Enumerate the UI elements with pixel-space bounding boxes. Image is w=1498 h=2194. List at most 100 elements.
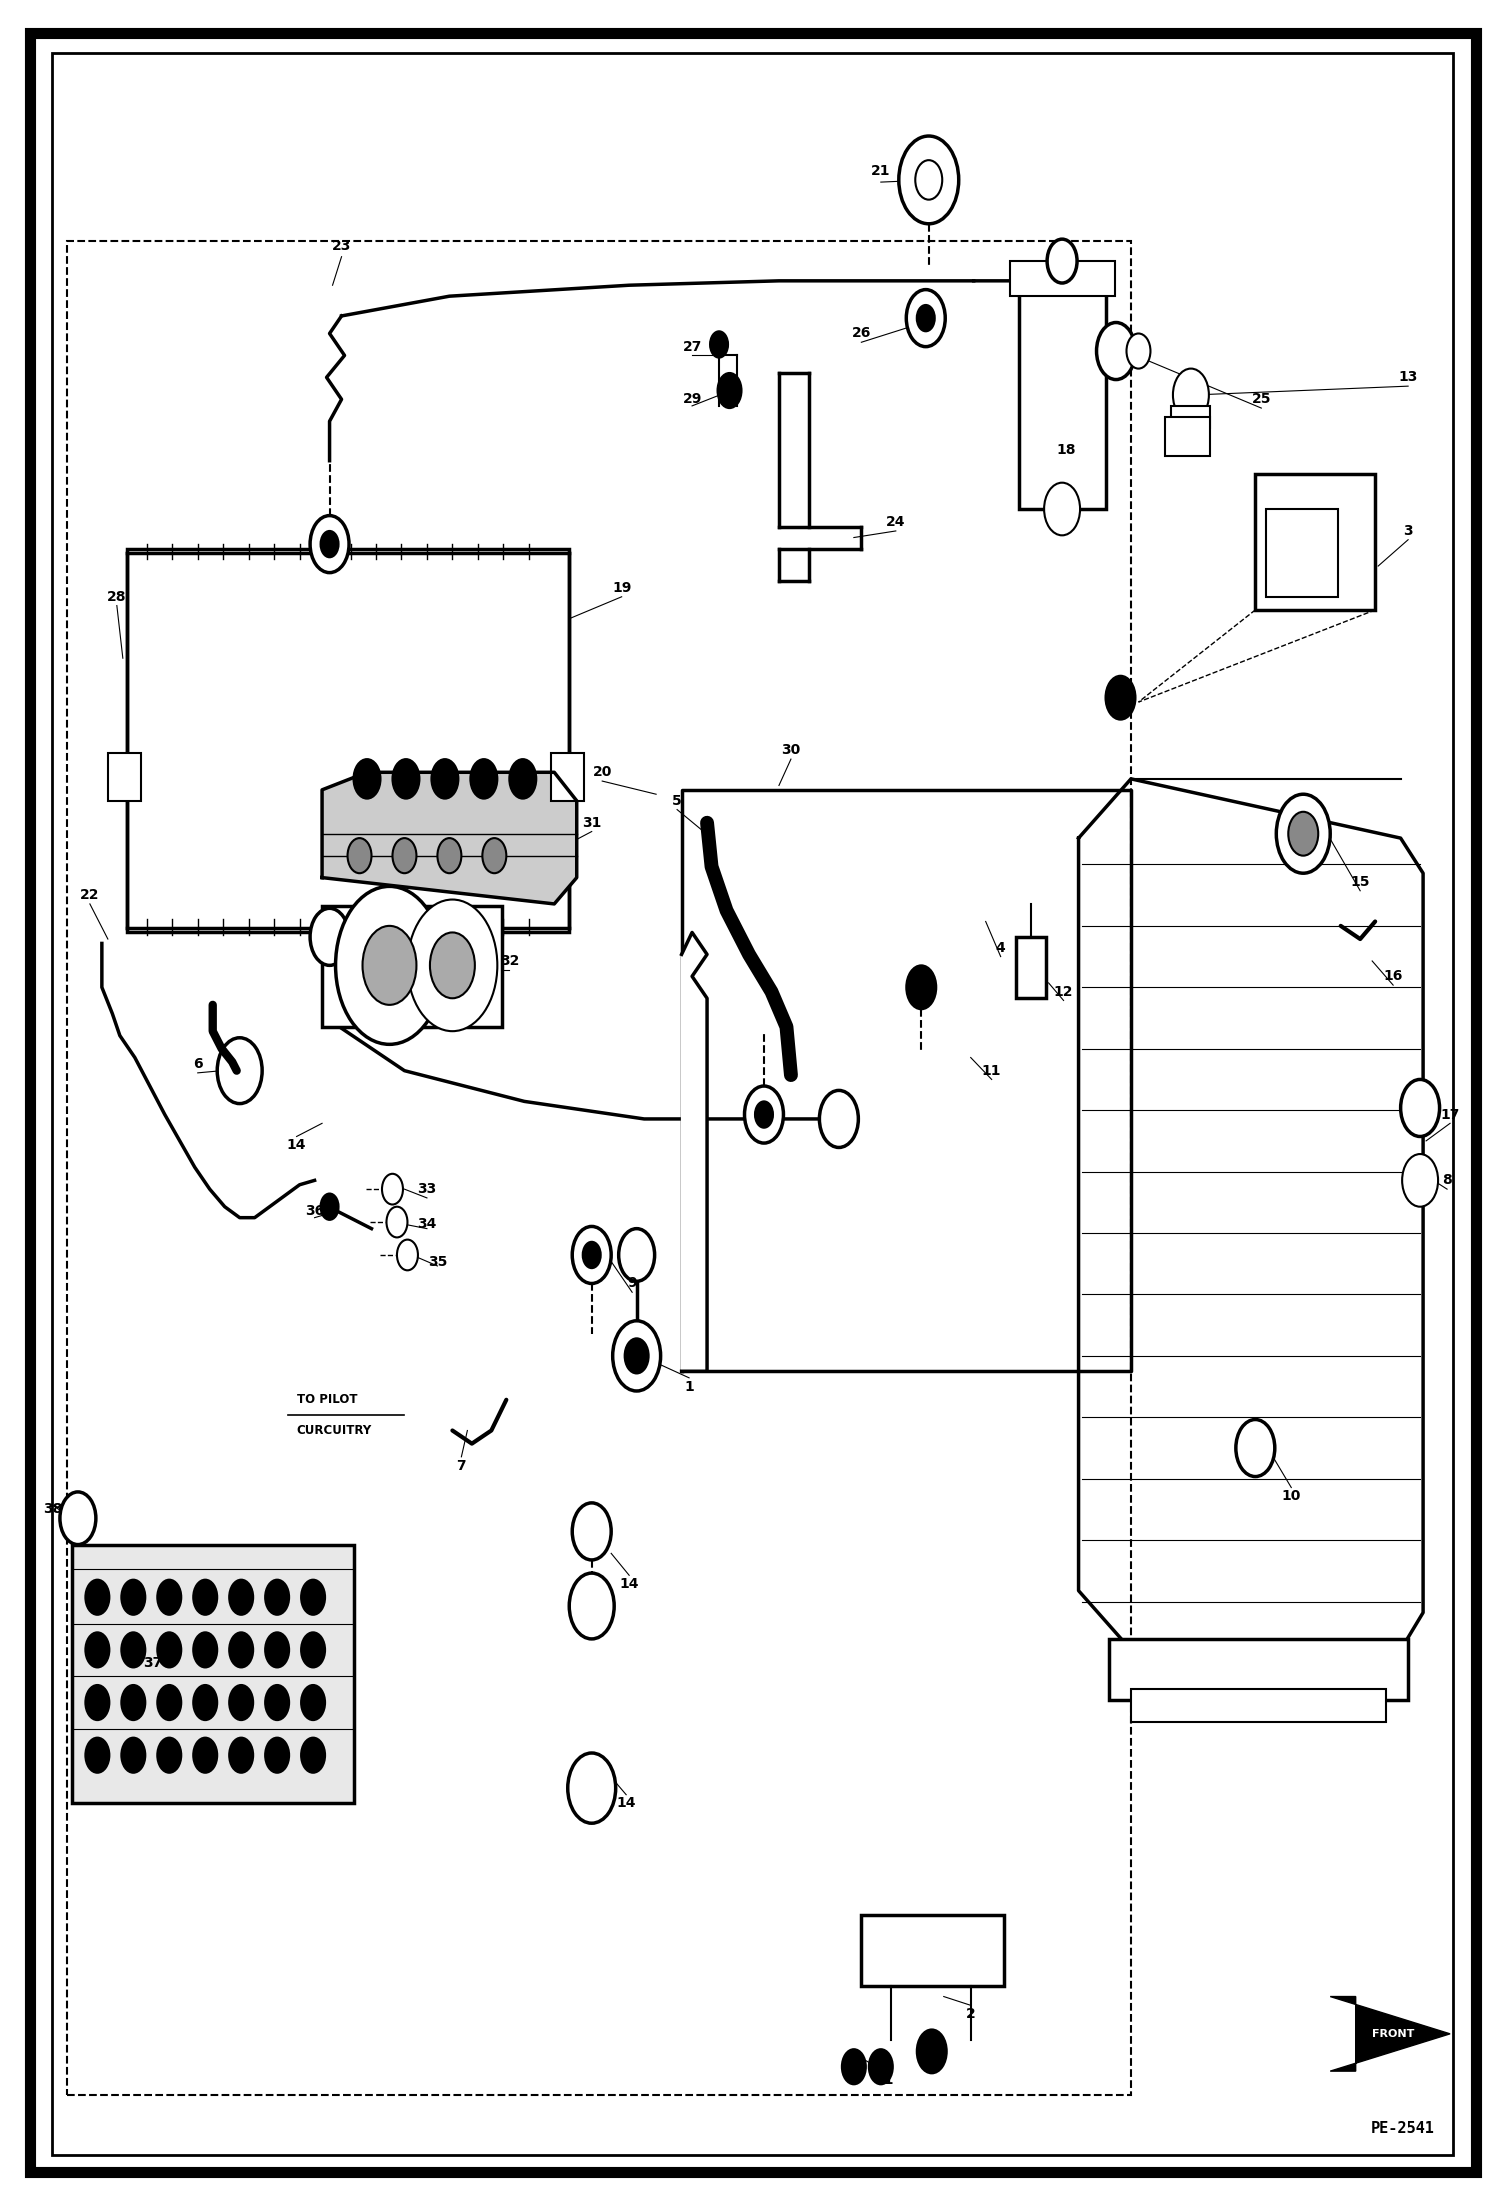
Circle shape	[915, 160, 942, 200]
Text: 38: 38	[43, 1503, 61, 1516]
Bar	[1109, 1639, 1408, 1700]
Text: 4: 4	[996, 941, 1005, 954]
Circle shape	[265, 1580, 289, 1615]
Circle shape	[583, 1242, 601, 1268]
Circle shape	[336, 886, 443, 1044]
Circle shape	[348, 838, 372, 873]
Circle shape	[229, 1738, 253, 1773]
Text: 14: 14	[616, 1797, 637, 1810]
Circle shape	[301, 1685, 325, 1720]
Circle shape	[85, 1738, 109, 1773]
Circle shape	[193, 1580, 217, 1615]
Circle shape	[392, 759, 419, 799]
Text: 11: 11	[873, 2073, 894, 2086]
Bar	[1255, 474, 1375, 610]
Circle shape	[869, 2049, 893, 2084]
Circle shape	[1106, 676, 1135, 720]
Text: 7: 7	[457, 1459, 466, 1472]
Text: 22: 22	[79, 889, 100, 902]
Text: 30: 30	[782, 744, 800, 757]
Text: 23: 23	[333, 239, 351, 252]
Circle shape	[85, 1632, 109, 1667]
Bar	[1171, 406, 1210, 428]
Circle shape	[121, 1738, 145, 1773]
Circle shape	[157, 1685, 181, 1720]
Text: 12: 12	[1053, 985, 1074, 998]
Text: 35: 35	[428, 1255, 446, 1268]
Circle shape	[568, 1753, 616, 1823]
Bar	[67, 241, 1131, 2095]
Bar	[1019, 290, 1106, 509]
Circle shape	[85, 1580, 109, 1615]
Circle shape	[1401, 1079, 1440, 1136]
Circle shape	[60, 1492, 96, 1545]
Circle shape	[265, 1632, 289, 1667]
Polygon shape	[1079, 779, 1423, 1650]
Circle shape	[193, 1632, 217, 1667]
Text: 9: 9	[628, 1277, 637, 1290]
Circle shape	[1276, 794, 1330, 873]
Text: 18: 18	[1056, 443, 1077, 456]
Circle shape	[625, 1338, 649, 1373]
Circle shape	[917, 305, 935, 331]
Circle shape	[906, 290, 945, 347]
Text: 13: 13	[1399, 371, 1417, 384]
Bar	[108, 753, 141, 801]
Circle shape	[906, 965, 936, 1009]
Text: 3: 3	[1404, 524, 1413, 538]
Text: 11: 11	[981, 1064, 1002, 1077]
Text: 14: 14	[286, 1139, 307, 1152]
Circle shape	[157, 1632, 181, 1667]
Circle shape	[229, 1685, 253, 1720]
Circle shape	[265, 1685, 289, 1720]
Polygon shape	[1330, 1997, 1450, 2071]
Circle shape	[1173, 369, 1209, 421]
Circle shape	[217, 1038, 262, 1104]
Circle shape	[121, 1580, 145, 1615]
Text: 28: 28	[106, 590, 127, 603]
Bar	[861, 1915, 1004, 1986]
Text: PE-2541: PE-2541	[1371, 2122, 1435, 2135]
Circle shape	[363, 926, 416, 1005]
Text: 21: 21	[870, 165, 891, 178]
Polygon shape	[682, 932, 707, 1371]
Polygon shape	[682, 790, 1131, 1371]
Text: 10: 10	[1282, 1490, 1300, 1503]
Text: 25: 25	[1251, 393, 1272, 406]
Text: FRONT: FRONT	[1372, 2029, 1414, 2038]
Circle shape	[1402, 1154, 1438, 1207]
Text: 27: 27	[683, 340, 701, 353]
Circle shape	[619, 1229, 655, 1281]
Circle shape	[121, 1632, 145, 1667]
Text: 15: 15	[1350, 875, 1371, 889]
Circle shape	[745, 1086, 783, 1143]
Text: 36: 36	[306, 1205, 324, 1218]
Circle shape	[301, 1580, 325, 1615]
Circle shape	[1236, 1420, 1275, 1477]
Circle shape	[354, 759, 380, 799]
Bar	[1131, 1689, 1386, 1722]
Text: 8: 8	[1443, 1174, 1452, 1187]
Circle shape	[385, 908, 424, 965]
Circle shape	[1047, 239, 1077, 283]
Circle shape	[321, 1194, 339, 1220]
Circle shape	[482, 838, 506, 873]
Bar	[1165, 417, 1210, 456]
Text: 19: 19	[613, 581, 631, 595]
Text: 33: 33	[418, 1183, 436, 1196]
Text: TO PILOT: TO PILOT	[297, 1393, 357, 1406]
Circle shape	[755, 1101, 773, 1128]
Circle shape	[382, 1174, 403, 1205]
Circle shape	[572, 1503, 611, 1560]
Circle shape	[301, 1738, 325, 1773]
Text: 31: 31	[583, 816, 601, 829]
Polygon shape	[322, 772, 577, 904]
Bar	[322, 906, 502, 1027]
Circle shape	[157, 1738, 181, 1773]
Circle shape	[569, 1573, 614, 1639]
Circle shape	[430, 932, 475, 998]
Text: 32: 32	[500, 954, 518, 968]
Circle shape	[1288, 812, 1318, 856]
Bar	[1010, 261, 1115, 296]
Circle shape	[917, 2029, 947, 2073]
